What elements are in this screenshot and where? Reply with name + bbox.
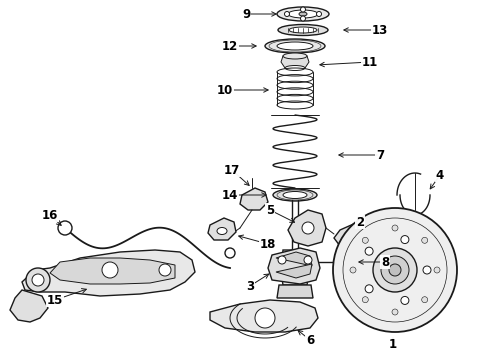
Ellipse shape: [285, 66, 305, 71]
Text: 16: 16: [42, 208, 58, 221]
Text: 7: 7: [376, 149, 384, 162]
Circle shape: [401, 235, 409, 244]
Polygon shape: [281, 56, 309, 68]
Text: 5: 5: [266, 203, 274, 216]
Polygon shape: [288, 210, 326, 246]
Polygon shape: [208, 218, 236, 240]
Text: 2: 2: [356, 216, 364, 229]
Circle shape: [350, 267, 356, 273]
Circle shape: [381, 256, 409, 284]
Circle shape: [422, 297, 428, 303]
Circle shape: [389, 264, 401, 276]
Circle shape: [278, 256, 286, 264]
Circle shape: [58, 221, 72, 235]
Ellipse shape: [277, 7, 329, 21]
Text: 8: 8: [381, 256, 389, 269]
Circle shape: [159, 264, 171, 276]
Polygon shape: [276, 252, 312, 266]
Circle shape: [365, 285, 373, 293]
Circle shape: [225, 248, 235, 258]
Text: 14: 14: [222, 189, 238, 202]
Ellipse shape: [217, 228, 227, 234]
Circle shape: [362, 297, 368, 303]
Circle shape: [392, 225, 398, 231]
Ellipse shape: [273, 189, 317, 201]
Ellipse shape: [289, 27, 317, 33]
Circle shape: [317, 12, 321, 17]
Circle shape: [401, 296, 409, 305]
Text: 17: 17: [224, 163, 240, 176]
Circle shape: [26, 268, 50, 292]
Circle shape: [285, 12, 290, 17]
Polygon shape: [268, 248, 320, 284]
Circle shape: [362, 237, 368, 243]
Ellipse shape: [277, 42, 313, 50]
Polygon shape: [50, 258, 175, 284]
Circle shape: [302, 222, 314, 234]
Text: 9: 9: [242, 8, 250, 21]
Circle shape: [345, 257, 355, 267]
Text: 15: 15: [47, 293, 63, 306]
Circle shape: [423, 266, 431, 274]
Circle shape: [434, 267, 440, 273]
Circle shape: [304, 256, 312, 264]
Circle shape: [373, 248, 417, 292]
Polygon shape: [210, 300, 318, 332]
Ellipse shape: [278, 24, 328, 36]
Ellipse shape: [283, 53, 307, 59]
Polygon shape: [277, 285, 313, 298]
Circle shape: [333, 208, 457, 332]
Circle shape: [365, 247, 373, 255]
Circle shape: [300, 16, 305, 21]
Ellipse shape: [288, 10, 318, 18]
Polygon shape: [240, 188, 268, 210]
Circle shape: [392, 309, 398, 315]
Text: 1: 1: [389, 338, 397, 351]
Text: 11: 11: [362, 55, 378, 68]
Ellipse shape: [346, 232, 358, 240]
Polygon shape: [22, 250, 195, 296]
Text: 13: 13: [372, 23, 388, 36]
Polygon shape: [281, 250, 309, 285]
Circle shape: [32, 274, 44, 286]
Text: 18: 18: [260, 238, 276, 251]
Ellipse shape: [299, 12, 307, 16]
Text: 12: 12: [222, 40, 238, 53]
Polygon shape: [276, 264, 312, 278]
Circle shape: [102, 262, 118, 278]
Circle shape: [255, 308, 275, 328]
Text: 6: 6: [306, 333, 314, 346]
Polygon shape: [10, 290, 48, 322]
Circle shape: [300, 7, 305, 12]
Text: 4: 4: [436, 168, 444, 181]
Text: 3: 3: [246, 279, 254, 292]
Polygon shape: [334, 222, 368, 250]
Ellipse shape: [265, 39, 325, 53]
Ellipse shape: [283, 192, 307, 198]
Circle shape: [422, 237, 428, 243]
Text: 10: 10: [217, 84, 233, 96]
